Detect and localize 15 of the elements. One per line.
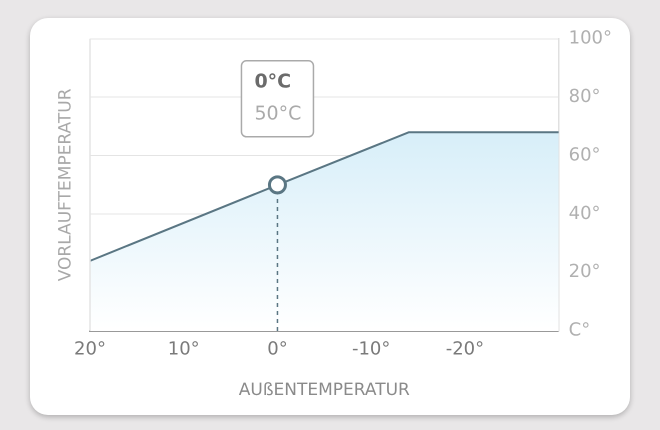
x-tick-label: -20° (446, 338, 484, 360)
annotation: 50°C (254, 102, 302, 125)
y-axis-title: VORLAUFTEMPERATUR (55, 88, 76, 282)
annotation: 0°C (254, 70, 292, 93)
y-tick-label: 100° (568, 27, 612, 48)
x-axis-title: AUßENTEMPERATUR (238, 380, 410, 400)
y-tick-label: 60° (568, 144, 601, 166)
y-tick-label: C° (568, 320, 590, 341)
y-tick-label: 80° (568, 86, 601, 107)
y-tick-label: 20° (568, 261, 601, 282)
x-tick-label: 10° (168, 338, 200, 360)
y-tick-label: 40° (568, 202, 601, 224)
x-tick-label: 0° (267, 338, 288, 360)
x-tick-label: -10° (352, 338, 390, 360)
x-tick-label: 20° (74, 338, 106, 360)
